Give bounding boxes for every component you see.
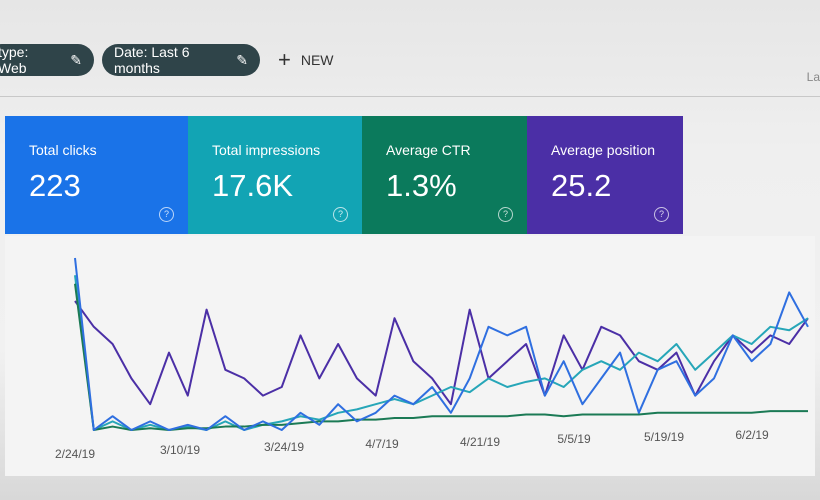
- card-value: 1.3%: [386, 168, 457, 203]
- help-icon[interactable]: ?: [498, 207, 513, 222]
- card-value: 25.2: [551, 168, 612, 203]
- x-tick-label: 4/21/19: [460, 435, 500, 449]
- filter-chip-date[interactable]: Date: Last 6 months ✎: [102, 44, 260, 76]
- metric-cards: Total clicks 223 ? Total impressions 17.…: [5, 116, 683, 236]
- help-icon[interactable]: ?: [654, 207, 669, 222]
- card-label: Total impressions: [212, 142, 321, 158]
- pencil-icon[interactable]: ✎: [70, 51, 82, 68]
- x-tick-label: 5/5/19: [557, 432, 591, 446]
- pencil-icon[interactable]: ✎: [236, 51, 248, 68]
- filter-toolbar: type: Web ✎ Date: Last 6 months ✎ + NEW …: [0, 40, 820, 84]
- x-tick-label: 3/10/19: [160, 443, 200, 457]
- card-average-position[interactable]: Average position 25.2 ?: [527, 116, 683, 234]
- x-tick-label: 5/19/19: [644, 430, 684, 444]
- card-value: 17.6K: [212, 168, 294, 203]
- series-line-total-clicks: [74, 257, 809, 431]
- filter-label: type: Web: [0, 44, 29, 76]
- new-label: NEW: [300, 52, 334, 68]
- help-icon[interactable]: ?: [159, 207, 174, 222]
- filter-label: Date: Last 6 months: [114, 44, 190, 76]
- filter-chip-type[interactable]: type: Web ✎: [0, 44, 94, 76]
- card-average-ctr[interactable]: Average CTR 1.3% ?: [362, 116, 527, 234]
- x-tick-label: 6/2/19: [735, 428, 769, 442]
- x-tick-label: 4/7/19: [365, 437, 399, 451]
- help-icon[interactable]: ?: [333, 207, 348, 222]
- series-line-average-position: [74, 300, 809, 406]
- card-label: Total clicks: [29, 142, 97, 158]
- card-label: Average CTR: [386, 142, 471, 158]
- divider: [0, 96, 820, 97]
- new-filter-button[interactable]: + NEW: [278, 47, 334, 72]
- card-value: 223: [29, 168, 81, 203]
- plus-icon: +: [278, 47, 291, 72]
- series-line-average-ctr: [74, 283, 808, 431]
- card-total-impressions[interactable]: Total impressions 17.6K ?: [188, 116, 362, 234]
- card-label: Average position: [551, 142, 656, 158]
- x-tick-label: 3/24/19: [264, 440, 304, 454]
- series-line-total-impressions: [74, 275, 809, 431]
- right-partial-text: La: [806, 70, 820, 84]
- card-total-clicks[interactable]: Total clicks 223 ?: [5, 116, 188, 234]
- x-tick-label: 2/24/19: [55, 447, 95, 461]
